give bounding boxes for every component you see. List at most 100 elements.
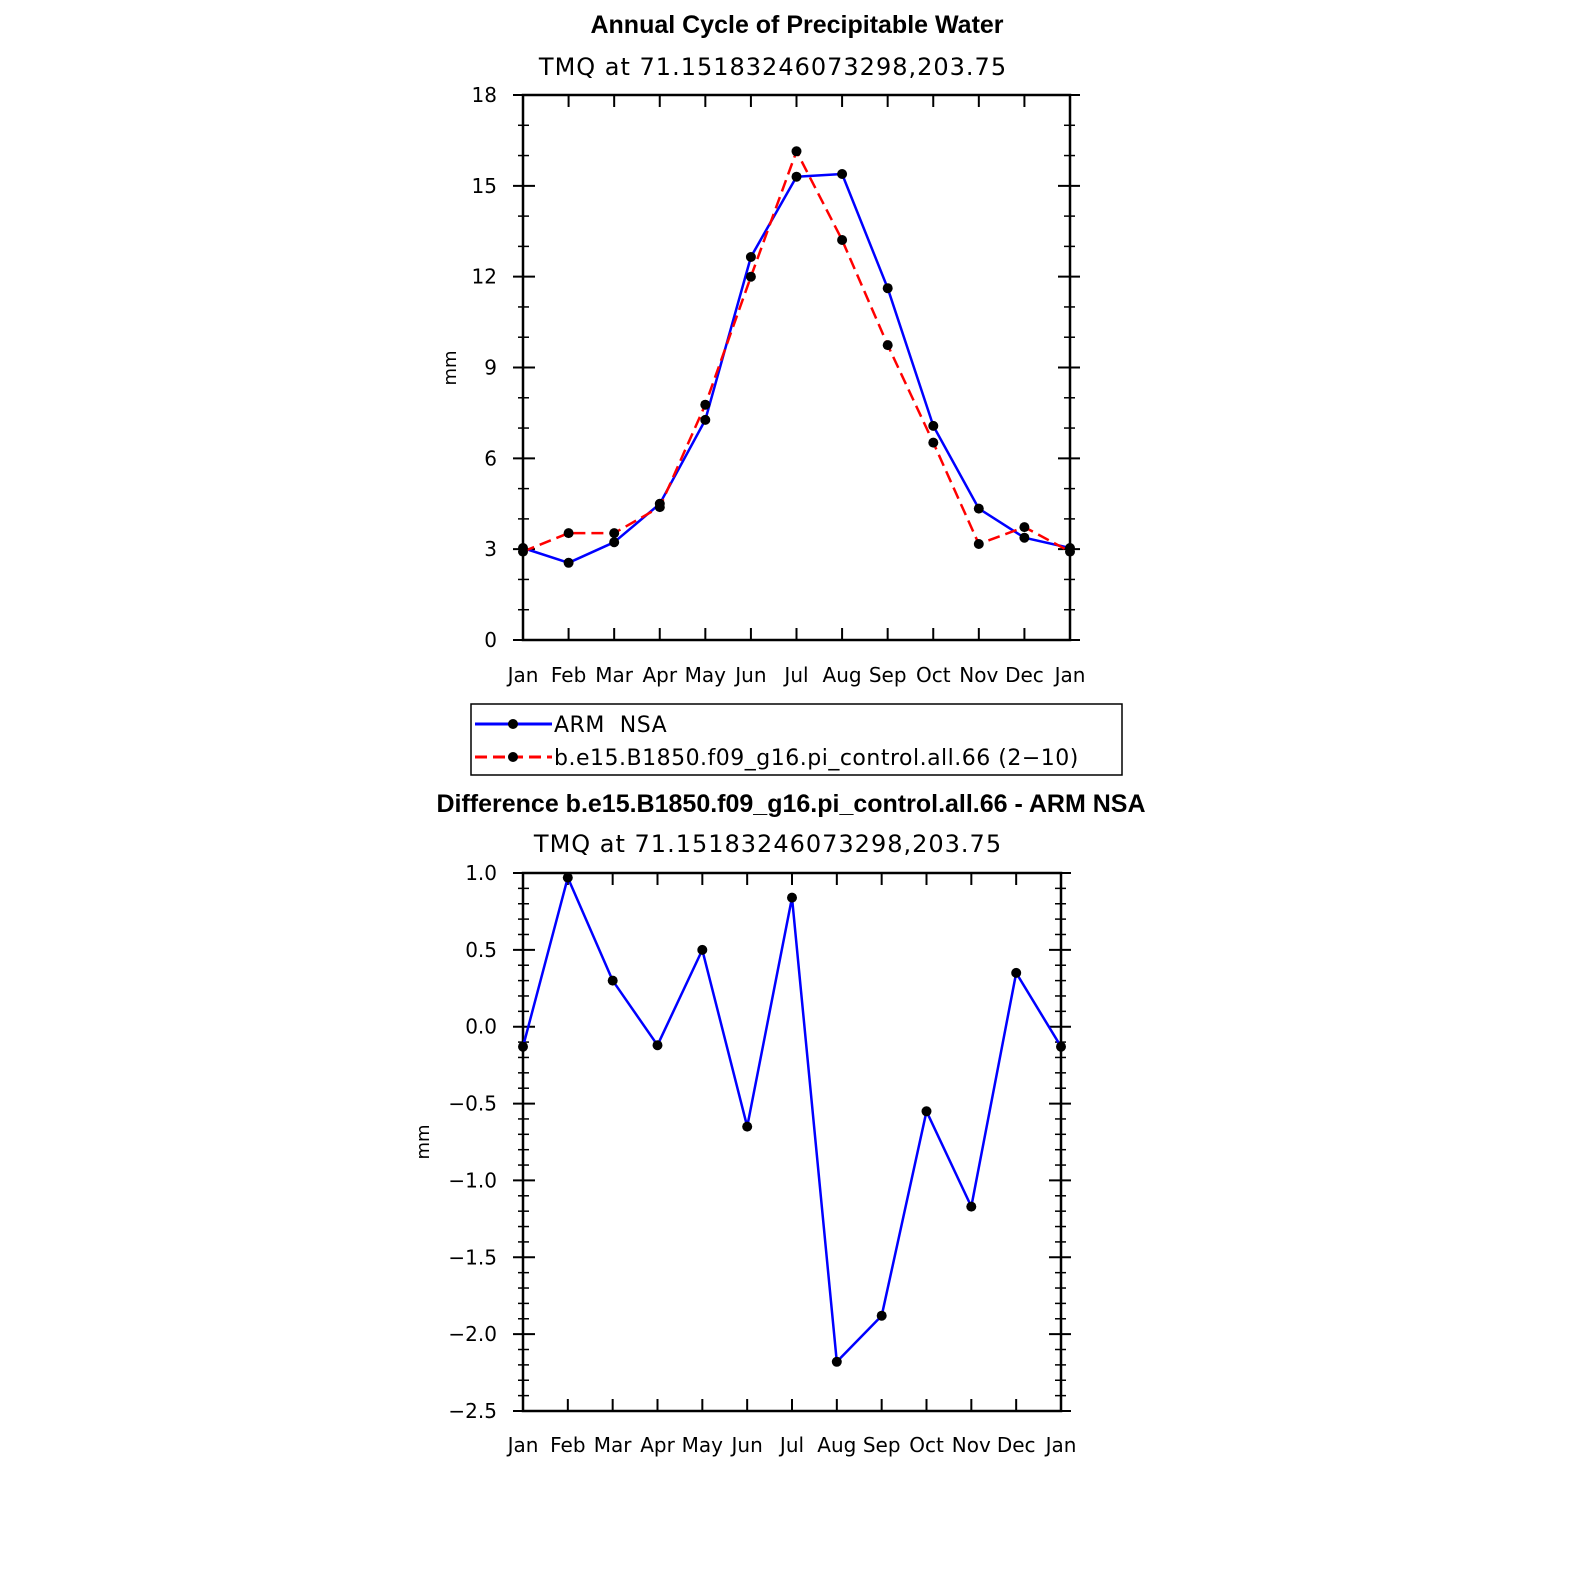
y-tick-label: 3	[484, 537, 497, 561]
y-tick-label: 9	[484, 356, 497, 380]
data-point	[928, 420, 939, 431]
x-tick-label: Jul	[778, 1433, 804, 1457]
data-point	[700, 414, 711, 425]
chart-subtitle: TMQ at 71.15183246073298,203.75	[533, 830, 1002, 858]
legend-marker-arm-nsa	[508, 719, 518, 729]
chart-subtitle: TMQ at 71.15183246073298,203.75	[538, 53, 1007, 81]
data-point	[1019, 532, 1030, 543]
data-point	[1019, 522, 1030, 533]
data-point	[609, 528, 620, 539]
y-axis-label: mm	[413, 1124, 434, 1159]
data-point	[973, 503, 984, 514]
x-tick-label: Jan	[1044, 1433, 1077, 1457]
x-tick-label: Nov	[959, 663, 998, 687]
data-point	[1056, 1041, 1066, 1052]
plot-frame	[521, 871, 1063, 1413]
chart-title: Difference b.e15.B1850.f09_g16.pi_contro…	[436, 790, 1145, 818]
data-point	[609, 537, 620, 548]
data-point	[921, 1106, 932, 1117]
y-tick-label: 6	[484, 446, 497, 470]
x-tick-label: Aug	[823, 663, 862, 687]
data-point	[882, 340, 893, 351]
x-tick-label: Dec	[1005, 663, 1044, 687]
x-tick-label: May	[682, 1433, 724, 1457]
series-line-0	[521, 876, 1063, 1364]
x-tick-label: Feb	[551, 663, 586, 687]
y-tick-label: 0.0	[465, 1015, 497, 1039]
data-point	[973, 539, 984, 549]
data-point	[697, 944, 708, 955]
data-point	[652, 1040, 663, 1051]
data-point	[928, 437, 939, 448]
data-point	[700, 399, 711, 410]
x-tick-label: Sep	[869, 663, 907, 687]
data-point	[837, 235, 848, 245]
data-point	[518, 1041, 528, 1052]
data-point	[831, 1356, 842, 1367]
x-tick-label: Nov	[952, 1433, 991, 1457]
chart-title: Annual Cycle of Precipitable Water	[590, 11, 1003, 39]
x-tick-label: Jun	[733, 663, 766, 687]
data-point	[562, 872, 573, 883]
legend-label-model: b.e15.B1850.f09_g16.pi_control.all.66 (2…	[554, 746, 1079, 771]
x-tick-label: Dec	[997, 1433, 1036, 1457]
data-point	[791, 171, 802, 182]
y-axis-label: mm	[440, 350, 461, 385]
data-point	[882, 283, 893, 294]
data-point	[563, 557, 574, 568]
data-point	[791, 146, 802, 157]
y-tick-label: 12	[472, 265, 497, 289]
data-point	[876, 1310, 887, 1321]
data-point	[966, 1201, 977, 1212]
data-point	[837, 169, 848, 179]
data-point	[745, 271, 756, 282]
legend-box	[470, 703, 1123, 776]
x-tick-label: Apr	[642, 663, 677, 687]
data-point	[607, 975, 618, 986]
x-tick-label: Jan	[1053, 663, 1086, 687]
y-tick-label: 15	[472, 174, 497, 198]
y-tick-label: −1.5	[448, 1245, 497, 1269]
legend-marker-model	[508, 752, 518, 762]
data-point	[1065, 546, 1075, 557]
y-tick-label: −1.0	[448, 1168, 497, 1192]
x-tick-label: May	[685, 663, 727, 687]
x-tick-label: Mar	[595, 663, 634, 687]
legend-label-arm-nsa: ARM NSA	[554, 713, 667, 738]
axes-frame: Jan Feb Mar Apr May Jun Jul Aug Sep Oct Nov Dec Jan−…	[448, 861, 1076, 1457]
x-tick-label: Mar	[594, 1433, 633, 1457]
y-tick-label: −2.0	[448, 1322, 497, 1346]
y-tick-label: 18	[472, 83, 497, 107]
legend: ARM NSA b.e15.B1850.f09_g16.pi_control.a…	[470, 703, 1123, 776]
y-tick-label: 0.5	[465, 938, 497, 962]
data-point	[1011, 967, 1022, 978]
x-tick-label: Aug	[817, 1433, 856, 1457]
x-tick-label: Sep	[863, 1433, 901, 1457]
series-layer	[518, 146, 1075, 568]
series-layer	[518, 872, 1066, 1367]
data-point	[745, 252, 756, 262]
data-point	[787, 892, 797, 903]
x-tick-label: Oct	[909, 1433, 944, 1457]
data-point	[563, 528, 574, 539]
x-tick-label: Jun	[730, 1433, 763, 1457]
x-tick-label: Jan	[506, 663, 539, 687]
y-tick-label: −0.5	[448, 1092, 497, 1116]
data-point	[518, 546, 528, 557]
x-tick-label: Jan	[506, 1433, 539, 1457]
y-tick-label: 1.0	[465, 861, 497, 885]
difference-chart: Difference b.e15.B1850.f09_g16.pi_contro…	[413, 790, 1146, 1457]
x-tick-label: Jul	[782, 663, 808, 687]
series-line-0	[522, 172, 1071, 565]
y-tick-label: −2.5	[448, 1399, 497, 1423]
data-point	[654, 502, 665, 513]
series-line-1	[522, 150, 1071, 553]
data-point	[742, 1121, 753, 1132]
x-tick-label: Oct	[916, 663, 951, 687]
y-tick-label: 0	[484, 628, 497, 652]
axes-frame: Jan Feb Mar Apr May Jun Jul Aug Sep Oct Nov Dec Jan 0…	[472, 83, 1086, 687]
annual-cycle-chart: Annual Cycle of Precipitable Water TMQ a…	[440, 11, 1085, 687]
x-tick-label: Feb	[550, 1433, 585, 1457]
x-tick-label: Apr	[640, 1433, 675, 1457]
